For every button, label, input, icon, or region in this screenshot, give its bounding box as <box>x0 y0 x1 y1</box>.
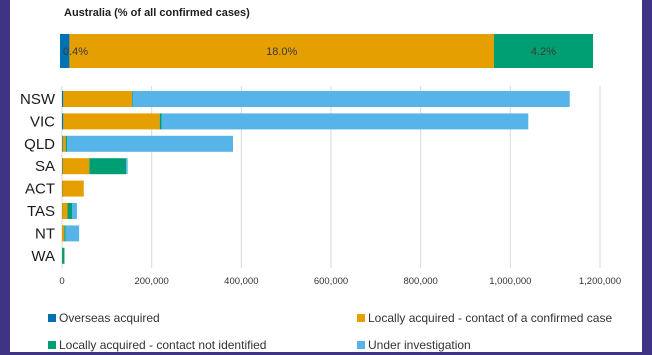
legend-label: Under investigation <box>368 338 471 352</box>
legend-item-overseas: Overseas acquired <box>48 311 160 325</box>
bar-sa-local-contact <box>62 158 90 175</box>
summary-segment-local-unknown <box>493 34 593 68</box>
bar-nt-under-investigation <box>65 225 80 242</box>
bar-qld-local-unknown <box>65 135 68 152</box>
legend-swatch <box>48 341 56 349</box>
summary-bar: 0.4% 18.0% 4.2% <box>60 34 593 68</box>
chart-title: Australia (% of all confirmed cases) <box>64 7 250 19</box>
bar-vic-local-unknown <box>159 113 162 130</box>
bar-nt-local-contact <box>62 225 65 242</box>
summary-value-label-overseas: 0.4% <box>63 46 88 58</box>
legend: Overseas acquired Locally acquired - cont… <box>48 311 612 352</box>
x-tick-label: 800,000 <box>403 276 437 287</box>
bar-sa-overseas <box>62 158 63 175</box>
bar-tas-local-contact <box>62 203 68 219</box>
bar-nsw-local-unknown <box>131 91 133 107</box>
bar-vic-local-contact <box>63 113 160 130</box>
legend-item-local-unknown: Locally acquired - contact not identifie… <box>48 338 266 352</box>
category-label: TAS <box>27 203 55 220</box>
x-tick-label: 400,000 <box>224 276 258 287</box>
bar-qld-overseas <box>62 135 63 152</box>
bar-wa-overseas <box>62 247 63 264</box>
bar-nsw-local-contact <box>63 91 132 107</box>
state-bars <box>62 91 570 264</box>
category-label: VIC <box>30 113 55 130</box>
category-label: WA <box>31 248 55 265</box>
bar-wa-local-unknown <box>62 247 65 264</box>
legend-label: Locally acquired - contact not identifie… <box>59 338 266 352</box>
x-tick-label: 1,200,000 <box>579 276 621 287</box>
category-label: NSW <box>20 91 56 108</box>
bar-tas-under-investigation <box>71 203 77 219</box>
summary-segment-local-contact <box>69 34 494 68</box>
bar-qld-local-contact <box>62 135 66 152</box>
bar-nsw-under-investigation <box>132 91 570 107</box>
bar-vic-under-investigation <box>161 113 529 130</box>
legend-swatch <box>48 314 56 322</box>
legend-item-local-contact: Locally acquired - contact of a confirme… <box>357 311 612 325</box>
legend-label: Overseas acquired <box>59 311 160 325</box>
bar-qld-under-investigation <box>67 135 234 152</box>
bar-nsw-overseas <box>62 91 64 107</box>
bar-sa-under-investigation <box>126 158 128 175</box>
gridlines <box>61 86 601 268</box>
bar-vic-overseas <box>62 113 64 130</box>
summary-segment-overseas <box>60 34 70 68</box>
bar-act-local-contact <box>62 180 84 197</box>
category-label: ACT <box>25 181 55 198</box>
bar-nt-local-unknown <box>64 225 66 242</box>
legend-item-under-investigation: Under investigation <box>357 338 471 352</box>
category-label: SA <box>35 158 55 175</box>
summary-value-label-local-unknown: 4.2% <box>531 46 556 58</box>
legend-swatch <box>357 314 365 322</box>
x-tick-label: 0 <box>59 276 64 287</box>
value-axis: 0 200,000 400,000 600,000 800,000 1,000,000 1,… <box>59 276 621 287</box>
x-tick-label: 600,000 <box>314 276 348 287</box>
category-label: NT <box>35 225 55 242</box>
summary-value-label-local-contact: 18.0% <box>266 46 297 58</box>
bar-sa-local-unknown <box>89 158 127 175</box>
bar-tas-local-unknown <box>67 203 72 219</box>
legend-swatch <box>357 341 365 349</box>
x-tick-label: 1,000,000 <box>489 276 531 287</box>
category-axis: NSW VIC QLD SA ACT TAS NT WA <box>20 91 56 265</box>
legend-label: Locally acquired - contact of a confirme… <box>368 311 612 325</box>
category-label: QLD <box>24 136 55 153</box>
x-tick-label: 200,000 <box>134 276 168 287</box>
